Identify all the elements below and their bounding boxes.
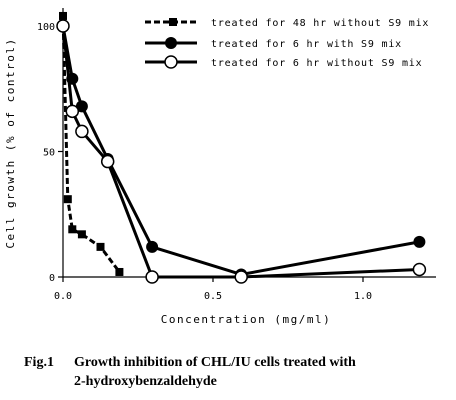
figure-number: Fig.1 xyxy=(24,355,54,370)
legend-item: treated for 48 hr without S9 mix xyxy=(145,18,429,29)
data-point xyxy=(115,267,124,276)
data-point xyxy=(413,235,426,248)
y-axis-title: Cell growth (% of control) xyxy=(4,37,17,248)
data-point xyxy=(56,19,70,33)
x-tick-label: 0.5 xyxy=(204,291,222,302)
caption-line-2: 2-hydroxybenzaldehyde xyxy=(74,374,217,389)
data-point xyxy=(412,262,427,277)
x-tick-label: 0.0 xyxy=(54,291,72,302)
series-layer xyxy=(56,11,427,284)
legend: treated for 48 hr without S9 mix treated … xyxy=(145,18,429,69)
y-ticks: 0 50 100 xyxy=(37,22,63,284)
legend-marker xyxy=(165,37,177,49)
series-line xyxy=(61,15,121,273)
data-point xyxy=(145,270,159,284)
legend-label: treated for 48 hr without S9 mix xyxy=(211,18,429,29)
data-point xyxy=(100,154,115,169)
legend-marker xyxy=(169,18,177,26)
caption-line-1: Growth inhibition of CHL/IU cells treate… xyxy=(74,355,356,370)
legend-label: treated for 6 hr without S9 mix xyxy=(211,58,422,69)
data-point xyxy=(77,230,86,239)
data-point xyxy=(68,225,77,234)
series-48hr-without-s9 xyxy=(59,11,124,276)
y-tick-label: 100 xyxy=(37,22,55,33)
data-point xyxy=(234,270,248,284)
chart: 0 50 100 0.0 0.5 1.0 Cell growth (% of contr… xyxy=(4,8,436,326)
data-point xyxy=(96,242,105,251)
data-point xyxy=(75,100,88,113)
data-point xyxy=(65,104,80,119)
x-tick-label: 1.0 xyxy=(354,291,372,302)
y-axis: 0 50 100 xyxy=(37,8,64,284)
legend-item: treated for 6 hr with S9 mix xyxy=(145,37,402,50)
legend-label: treated for 6 hr with S9 mix xyxy=(211,39,402,50)
data-point xyxy=(75,124,89,139)
y-tick-label: 50 xyxy=(43,148,55,159)
series-6hr-without-s9 xyxy=(56,19,427,284)
x-axis-title: Concentration (mg/ml) xyxy=(161,313,332,326)
data-point xyxy=(63,195,72,204)
data-point xyxy=(146,240,159,253)
figure-caption: Fig.1 Growth inhibition of CHL/IU cells t… xyxy=(24,353,444,391)
data-point xyxy=(59,11,67,20)
legend-marker xyxy=(164,55,178,69)
y-tick-label: 0 xyxy=(49,273,55,284)
x-ticks: 0.0 0.5 1.0 xyxy=(54,277,372,302)
legend-item: treated for 6 hr without S9 mix xyxy=(145,55,422,69)
